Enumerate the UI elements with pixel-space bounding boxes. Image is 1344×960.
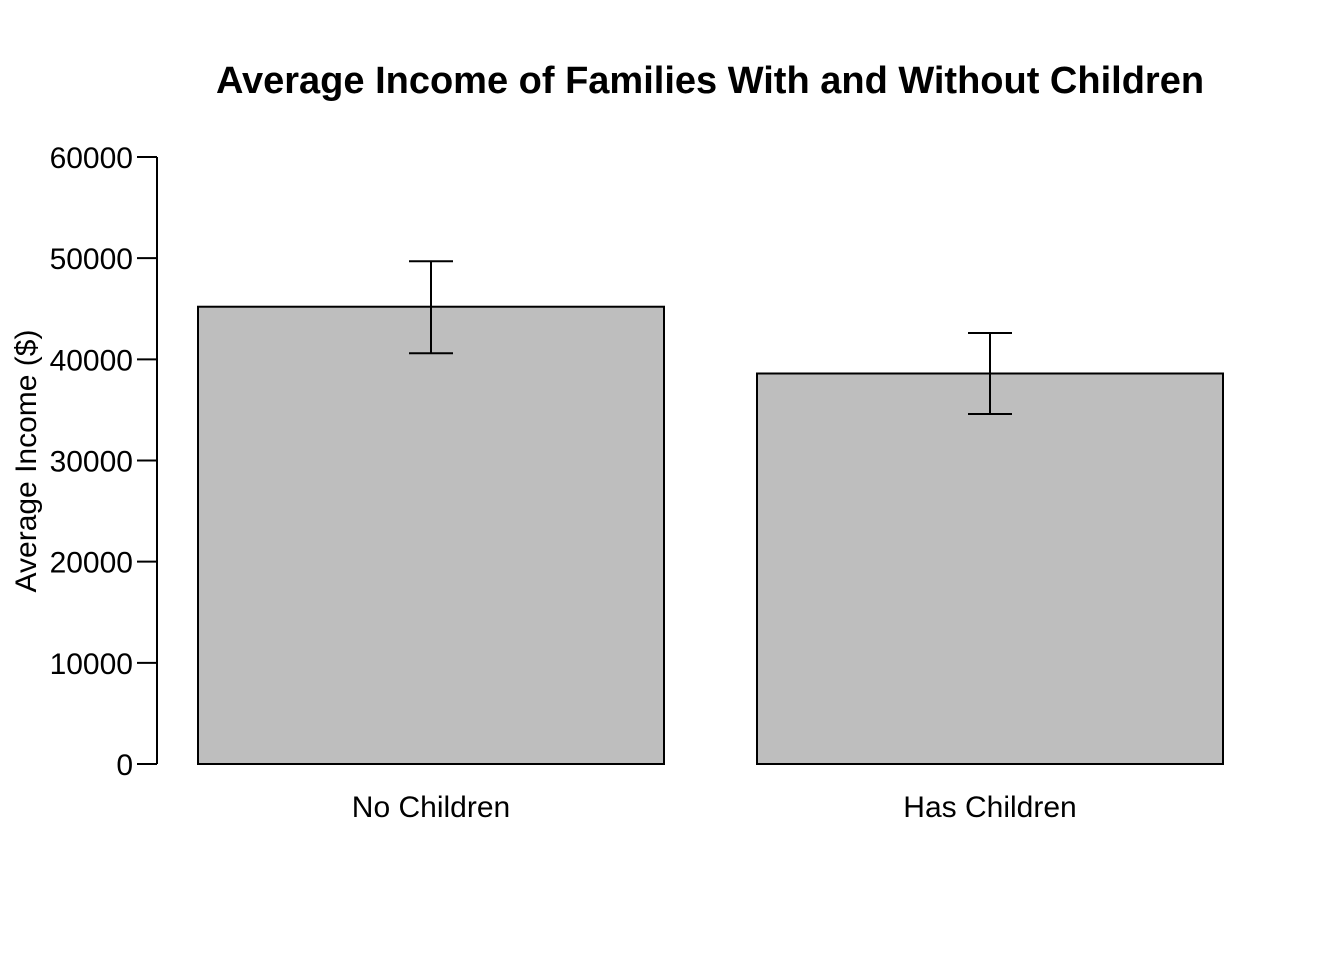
y-tick-label: 20000	[50, 547, 133, 580]
x-axis-category-labels: No Children Has Children	[352, 791, 1077, 824]
chart-title: Average Income of Families With and With…	[216, 60, 1204, 102]
bar-1	[756, 372, 1224, 765]
y-axis-label: Average Income ($)	[10, 330, 43, 593]
y-tick-label: 0	[116, 749, 133, 782]
error-bar-1	[968, 332, 1012, 415]
error-bar-0	[409, 260, 453, 355]
error-bars-group	[409, 260, 1012, 415]
y-tick-label: 30000	[50, 446, 133, 479]
x-category-label: No Children	[352, 791, 510, 824]
y-axis: 0 10000 20000 30000 40000 50000 60000	[50, 142, 158, 782]
y-tick-label: 60000	[50, 142, 133, 175]
y-tick-label: 50000	[50, 243, 133, 276]
bar-0	[197, 305, 665, 765]
x-category-label: Has Children	[903, 791, 1076, 824]
y-tick-label: 10000	[50, 648, 133, 681]
bars-group	[197, 305, 1224, 765]
y-tick-label: 40000	[50, 344, 133, 377]
